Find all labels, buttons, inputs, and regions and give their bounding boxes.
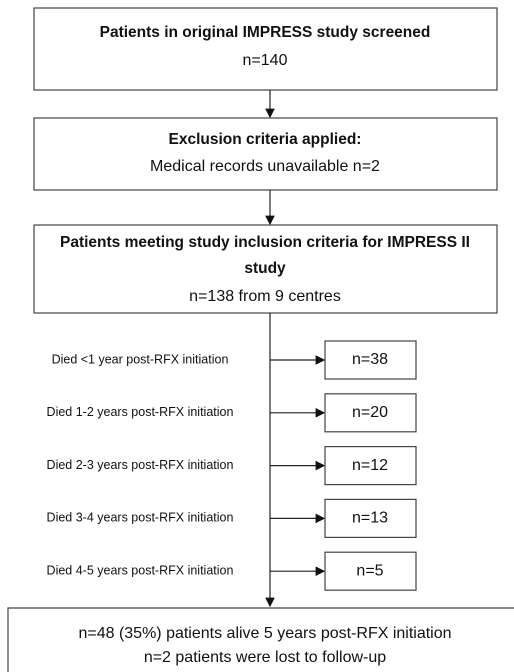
outcome-count: n=12 bbox=[352, 457, 388, 474]
box-title-wrap: Patients meeting study inclusion criteri… bbox=[60, 234, 470, 277]
count-box bbox=[324, 551, 417, 591]
box-text: n=140 bbox=[243, 52, 288, 69]
count-box bbox=[324, 340, 417, 380]
final-box bbox=[7, 607, 514, 672]
outcome-count: n=13 bbox=[352, 510, 388, 527]
outcome-label: Died <1 year post-RFX initiation bbox=[52, 352, 229, 366]
box-title: Patients meeting study inclusion criteri… bbox=[60, 234, 470, 277]
box bbox=[33, 7, 498, 91]
count-box bbox=[324, 446, 417, 486]
box bbox=[33, 224, 498, 314]
final-text: n=48 (35%) patients alive 5 years post-R… bbox=[78, 625, 451, 642]
outcome-count: n=38 bbox=[352, 351, 388, 368]
outcome-count: n=5 bbox=[356, 562, 383, 579]
outcome-rows: Died <1 year post-RFX initiation n=38 Died… bbox=[47, 340, 417, 591]
outcome-label: Died 2-3 years post-RFX initiation bbox=[47, 458, 234, 472]
outcome-label: Died 4-5 years post-RFX initiation bbox=[47, 563, 234, 577]
box-text: n=138 from 9 centres bbox=[189, 288, 341, 305]
box-text: Medical records unavailable n=2 bbox=[150, 158, 380, 175]
count-box bbox=[324, 393, 417, 433]
outcome-count: n=20 bbox=[352, 404, 388, 421]
box-title: Exclusion criteria applied: bbox=[169, 131, 362, 148]
count-box bbox=[324, 498, 417, 538]
final-text: n=2 patients were lost to follow-up bbox=[144, 649, 386, 666]
outcome-label: Died 1-2 years post-RFX initiation bbox=[47, 405, 234, 419]
outcome-label: Died 3-4 years post-RFX initiation bbox=[47, 511, 234, 525]
box-title: Patients in original IMPRESS study scree… bbox=[100, 24, 431, 41]
box bbox=[33, 117, 498, 191]
